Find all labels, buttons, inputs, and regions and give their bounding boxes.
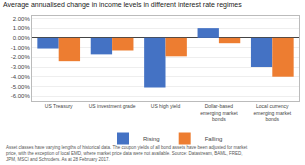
svg-text:2.00%: 2.00%: [13, 16, 31, 22]
svg-text:-5.00%: -5.00%: [11, 84, 31, 90]
svg-text:-6.00%: -6.00%: [11, 93, 31, 99]
svg-text:-4.00%: -4.00%: [11, 74, 31, 80]
svg-text:US Treasury: US Treasury: [45, 103, 73, 109]
svg-text:US high yield: US high yield: [151, 103, 181, 109]
svg-text:Asset classes have varying len: Asset classes have varying lengths of hi…: [6, 145, 248, 162]
svg-text:-2.00%: -2.00%: [11, 54, 31, 60]
svg-text:0.00%: 0.00%: [13, 35, 31, 41]
svg-text:Local currencyemerging marketb: Local currencyemerging marketbonds: [254, 103, 292, 122]
svg-text:Dollar-basedemerging marketbon: Dollar-basedemerging marketbonds: [200, 103, 238, 122]
svg-text:1.00%: 1.00%: [13, 25, 31, 31]
svg-text:Average annualised change in i: Average annualised change in income leve…: [3, 1, 242, 9]
svg-text:-1.00%: -1.00%: [11, 45, 31, 51]
svg-text:Rising: Rising: [143, 136, 160, 142]
svg-text:Falling: Falling: [205, 136, 223, 142]
svg-text:-3.00%: -3.00%: [11, 64, 31, 70]
svg-text:US investment grade: US investment grade: [89, 103, 136, 109]
